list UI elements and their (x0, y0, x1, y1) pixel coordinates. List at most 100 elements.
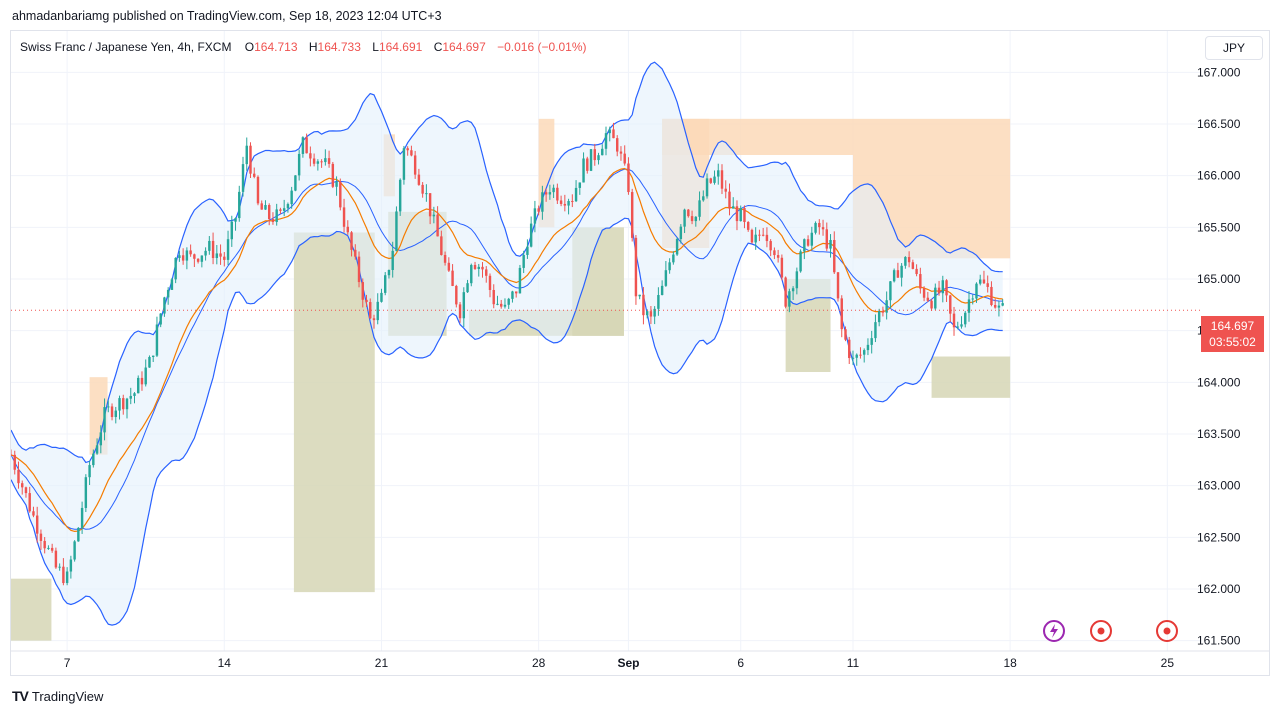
candle-body (133, 393, 136, 396)
candle-body (971, 298, 974, 300)
y-tick-label: 166.000 (1197, 169, 1241, 183)
candle-body (485, 269, 488, 276)
candle-body (978, 279, 982, 284)
candle-body (137, 377, 140, 394)
candle-body (58, 566, 61, 568)
candle-body (47, 547, 50, 549)
candle-body (80, 507, 84, 528)
candle-body (163, 297, 166, 314)
candle-body (672, 254, 675, 263)
x-tick-label: 21 (375, 656, 389, 670)
candle-body (616, 138, 619, 152)
candle-body (844, 329, 847, 340)
tradingview-brand: TradingView (31, 688, 104, 704)
candle-body (443, 254, 447, 263)
x-tick-label: 7 (64, 656, 71, 670)
candle-body (821, 227, 825, 230)
tradingview-logo[interactable]: TV TradingView (12, 688, 103, 704)
candle-body (683, 209, 686, 227)
candle-body (645, 311, 649, 316)
y-tick-label: 165.000 (1197, 272, 1241, 286)
open-label: O (244, 40, 255, 54)
candle-body (675, 239, 679, 255)
candle-body (473, 264, 477, 269)
candle-body (35, 515, 39, 534)
candle-body (282, 208, 286, 211)
candle-body (859, 354, 862, 356)
price-chart[interactable]: 161.500 162.000 162.500 163.000 163.500 164.0… (11, 31, 1269, 675)
candle-body (657, 295, 660, 309)
time-axis: 7 14 21 28 Sep 6 11 18 25 (11, 650, 1269, 670)
candle-body (380, 292, 383, 302)
candle-body (533, 208, 537, 224)
candle-body (440, 236, 443, 255)
candle-body (219, 253, 222, 257)
candle-body (986, 283, 989, 287)
candle-body (294, 175, 297, 191)
candle-body (327, 158, 331, 164)
candle-body (896, 270, 900, 278)
candle-body (825, 229, 829, 249)
candle-body (458, 304, 462, 319)
candle-body (833, 239, 836, 273)
candle-body (316, 161, 320, 164)
candle-body (926, 297, 930, 301)
candle-body (387, 269, 391, 276)
candle-body (324, 158, 327, 163)
candle-body (589, 149, 593, 171)
candle-body (788, 291, 791, 307)
candle-body (32, 511, 35, 516)
tv-logo-icon: TV (12, 688, 29, 704)
candle-body (290, 190, 293, 205)
close-label: C (433, 40, 443, 54)
candle-body (732, 206, 735, 209)
candle-body (335, 181, 338, 187)
candle-body (548, 192, 552, 195)
candle-body (69, 559, 73, 572)
candle-body (226, 239, 230, 260)
target-icon[interactable] (1156, 620, 1178, 642)
candle-body (223, 256, 226, 260)
candle-body (773, 250, 776, 256)
moving-average (11, 167, 1003, 533)
candle-body (417, 174, 421, 185)
candle-body (451, 270, 454, 286)
candle-body (556, 187, 559, 201)
candle-body (514, 291, 518, 294)
candle-body (862, 350, 866, 355)
candle-body (990, 286, 993, 306)
candle-body (709, 178, 712, 183)
high-label: H (308, 40, 318, 54)
candle-body (346, 226, 350, 233)
candle-body (627, 163, 630, 193)
candle-body (769, 241, 772, 251)
candle-body (178, 255, 181, 258)
target-icon[interactable] (1090, 620, 1112, 642)
candle-body (406, 148, 409, 151)
candle-body (391, 250, 394, 270)
candle-body (118, 398, 121, 411)
candle-body (952, 313, 956, 328)
candle-body (574, 187, 578, 202)
candle-body (54, 550, 58, 568)
candle-body (698, 200, 701, 217)
candle-body (204, 250, 207, 256)
candle-body (746, 222, 750, 230)
candle-body (604, 133, 608, 149)
candle-body (608, 129, 611, 134)
candle-body (907, 257, 911, 263)
currency-button[interactable]: JPY (1205, 36, 1263, 60)
y-tick-label: 161.500 (1197, 634, 1241, 648)
candle-body (260, 203, 263, 210)
lightning-icon[interactable] (1043, 620, 1065, 642)
candle-body (140, 377, 144, 385)
candle-body (271, 219, 275, 222)
candle-body (21, 483, 24, 488)
last-price-tag: 164.697 03:55:02 (1201, 316, 1264, 352)
candle-body (428, 193, 432, 217)
candle-body (619, 151, 623, 154)
candle-body (911, 262, 915, 269)
candle-body (582, 158, 585, 183)
candle-body (848, 339, 851, 359)
candlesticks (11, 122, 1004, 586)
